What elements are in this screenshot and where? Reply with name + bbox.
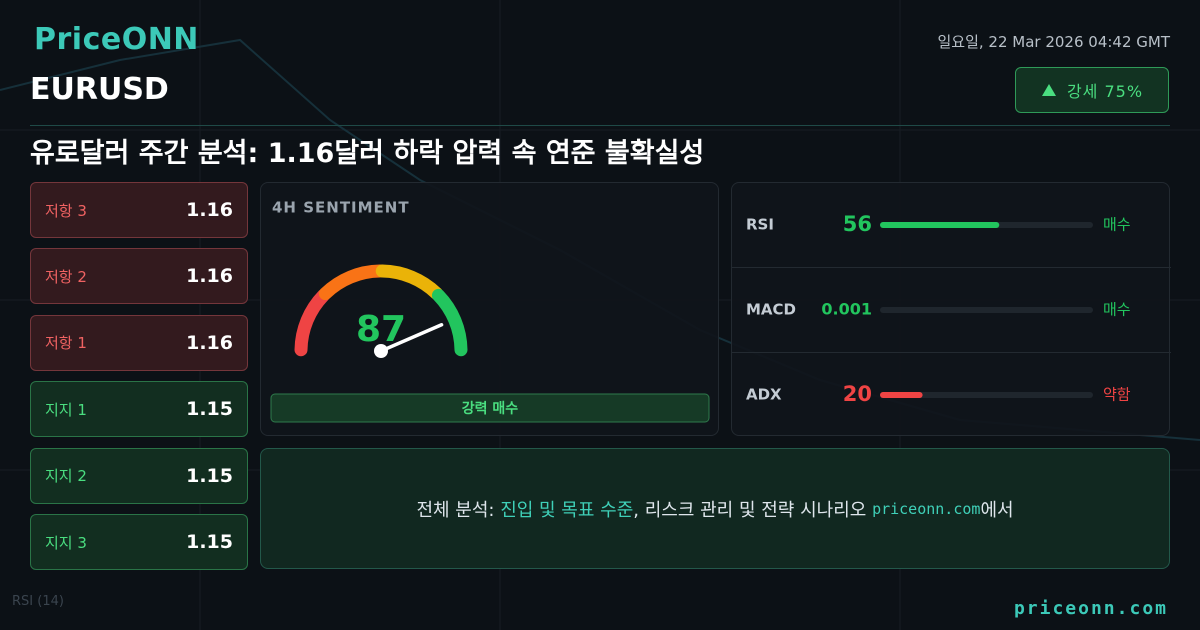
verdict-text: 강력 매수 bbox=[462, 400, 519, 417]
gauge-segment bbox=[375, 264, 444, 301]
indicator-bar bbox=[880, 392, 923, 398]
level-value: 1.15 bbox=[186, 398, 233, 421]
indicator-panel: RSI 56 매수 MACD 0.001 매수 ADX 20 약함 bbox=[731, 182, 1171, 436]
sentiment-gauge: 4H SENTIMENT 강력 매수 87 bbox=[270, 199, 710, 423]
gauge-segment bbox=[318, 264, 387, 301]
verdict-button bbox=[270, 393, 710, 423]
level-card: 저항 2 1.16 bbox=[30, 248, 248, 305]
indicator-value: 56 bbox=[843, 212, 872, 236]
level-card: 저항 1 1.16 bbox=[30, 314, 248, 371]
level-value: 1.16 bbox=[186, 331, 233, 354]
indicator-signal: 매수 bbox=[1103, 301, 1131, 319]
cta-box: 전체 분석: 진입 및 목표 수준, 리스크 관리 및 전략 시나리오 pric… bbox=[260, 448, 1170, 569]
header-divider bbox=[30, 125, 1170, 126]
sentiment-title: 4H SENTIMENT bbox=[272, 199, 410, 217]
gauge-segment bbox=[294, 288, 331, 357]
level-card: 지지 3 1.15 bbox=[30, 514, 248, 570]
indicator-value: 20 bbox=[843, 382, 872, 406]
cta-middle: , 리스크 관리 및 전략 시나리오 bbox=[633, 499, 873, 521]
level-card: 지지 2 1.15 bbox=[30, 447, 248, 504]
indicator-table: RSI 56 매수 MACD 0.001 매수 ADX 20 약함 bbox=[732, 212, 1171, 406]
indicator-bar bbox=[880, 222, 1000, 228]
level-label: 저항 3 bbox=[45, 201, 87, 220]
indicator-signal: 약함 bbox=[1103, 386, 1131, 404]
indicator-name: MACD bbox=[746, 301, 796, 319]
level-label: 지지 1 bbox=[45, 400, 87, 419]
level-value: 1.16 bbox=[186, 199, 233, 221]
cta-prefix: 전체 분석: bbox=[416, 499, 501, 521]
cta-suffix: 에서 bbox=[980, 499, 1014, 521]
level-label: 저항 2 bbox=[45, 267, 87, 286]
headline: 유로달러 주간 분석: 1.16달러 하락 압력 속 연준 불확실성 bbox=[30, 138, 705, 169]
indicator-signal: 매수 bbox=[1103, 216, 1131, 234]
level-value: 1.15 bbox=[186, 531, 233, 553]
gauge-segment bbox=[431, 288, 468, 357]
level-label: 저항 1 bbox=[45, 334, 87, 353]
indicator-track bbox=[880, 307, 1093, 313]
gauge-needle bbox=[379, 323, 444, 353]
symbol: EURUSD bbox=[30, 72, 169, 107]
gauge-pivot bbox=[374, 344, 388, 358]
level-label: 지지 2 bbox=[45, 467, 87, 486]
indicator-value: 0.001 bbox=[821, 300, 872, 319]
cta-highlight: 진입 및 목표 수준 bbox=[500, 499, 634, 521]
footer-site[interactable]: priceonn.com bbox=[1013, 598, 1168, 619]
indicator-name: RSI bbox=[746, 216, 774, 234]
level-value: 1.15 bbox=[186, 464, 233, 487]
trend-badge: 강세 75% bbox=[1015, 67, 1169, 113]
level-card: 지지 1 1.15 bbox=[30, 381, 248, 438]
level-card: 저항 3 1.16 bbox=[30, 182, 248, 238]
logo: PriceONN bbox=[34, 22, 199, 57]
cta-site[interactable]: priceonn.com bbox=[872, 499, 981, 518]
level-value: 1.16 bbox=[186, 265, 233, 288]
indicator-track bbox=[880, 392, 1093, 398]
sentiment-panel: 4H SENTIMENT 강력 매수 87 bbox=[260, 182, 719, 436]
up-arrow-icon bbox=[1041, 84, 1056, 96]
trend-badge-text: 강세 75% bbox=[1066, 82, 1144, 101]
rsi-label: RSI (14) bbox=[12, 594, 64, 609]
indicator-name: ADX bbox=[746, 386, 782, 404]
level-label: 지지 3 bbox=[45, 533, 87, 552]
date: 일요일, 22 Mar 2026 04:42 GMT bbox=[937, 33, 1170, 51]
